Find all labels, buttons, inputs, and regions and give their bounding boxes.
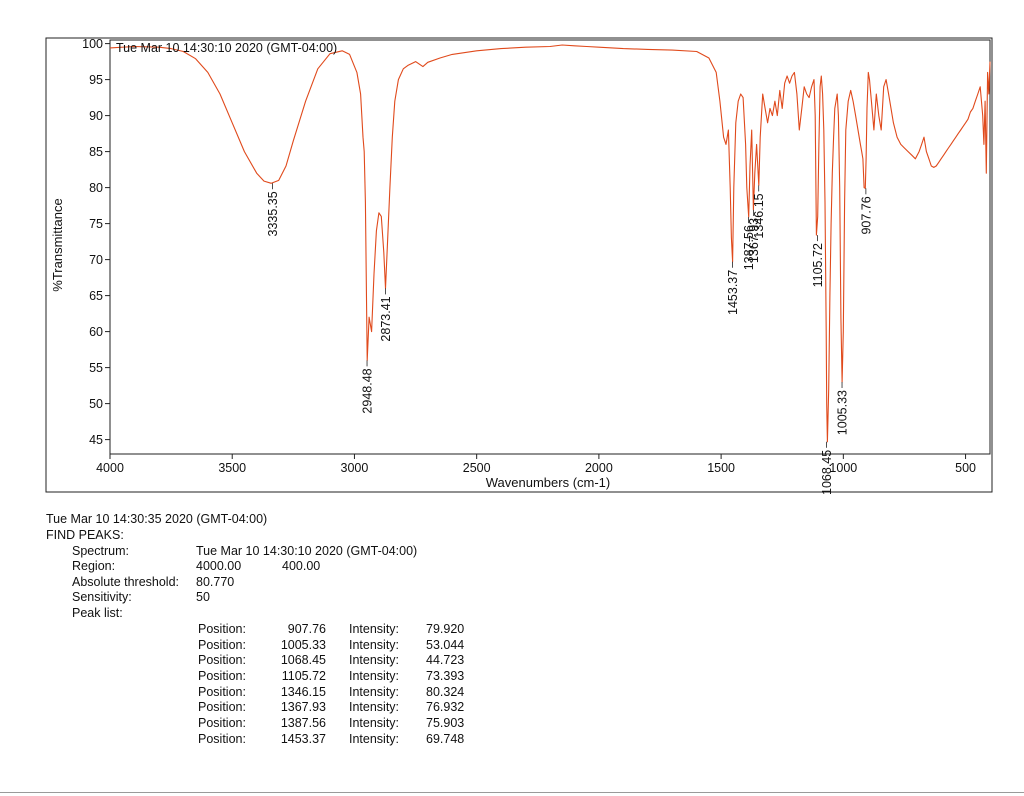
peak-row: Position: 1346.15 Intensity: 80.324 — [198, 685, 498, 701]
peak-annotations: 3335.35 2948.48 2873.41 1453.371387.561367.… — [266, 183, 873, 495]
peak-row: Position: 1453.37 Intensity: 69.748 — [198, 732, 498, 748]
intensity-label: Intensity: — [349, 637, 400, 652]
peak-position: 1387.56 — [280, 716, 326, 731]
x-tick-label: 2500 — [463, 461, 491, 475]
region-end: 400.00 — [282, 559, 321, 573]
peak-row: Position: 1387.56 Intensity: 75.903 — [198, 716, 498, 732]
x-tick-label: 3000 — [341, 461, 369, 475]
y-axis: 45 50 55 60 65 70 75 80 85 90 95 100 — [82, 37, 110, 447]
y-axis-label: %Transmittance — [50, 198, 65, 291]
spectrum-line — [109, 44, 991, 443]
position-label: Position: — [198, 731, 246, 746]
peak-intensity: 76.932 — [426, 700, 465, 715]
peak-position: 907.76 — [287, 622, 326, 636]
ir-spectrum-chart: 45 50 55 60 65 70 75 80 85 90 95 100 4000 3500 3000 25… — [45, 37, 993, 495]
threshold-value: 80.770 — [196, 575, 235, 589]
threshold-label: Absolute threshold: — [72, 575, 180, 589]
peak-row: Position: 1105.72 Intensity: 73.393 — [198, 669, 498, 685]
peak-intensity: 53.044 — [426, 637, 465, 652]
report-timestamp: Tue Mar 10 14:30:35 2020 (GMT-04:00) — [46, 512, 268, 526]
series-layer — [109, 44, 991, 443]
intensity-label: Intensity: — [349, 700, 400, 715]
position-label: Position: — [198, 684, 246, 699]
peak-position: 1367.93 — [280, 700, 326, 715]
y-tick-label: 55 — [89, 361, 103, 375]
peak-intensity: 69.748 — [426, 731, 465, 746]
y-tick-label: 75 — [89, 217, 103, 231]
peak-position: 1346.15 — [280, 684, 326, 699]
x-tick-label: 1500 — [707, 461, 735, 475]
position-label: Position: — [198, 637, 246, 652]
peak-position: 1068.45 — [280, 653, 326, 668]
spectrum-value: Tue Mar 10 14:30:10 2020 (GMT-04:00) — [196, 544, 418, 558]
x-tick-label: 4000 — [96, 461, 124, 475]
peak-row: Position: 1068.45 Intensity: 44.723 — [198, 653, 498, 669]
y-tick-label: 90 — [89, 109, 103, 123]
y-tick-label: 85 — [89, 145, 103, 159]
chart-title: Tue Mar 10 14:30:10 2020 (GMT-04:00) — [116, 41, 337, 55]
sensitivity-label: Sensitivity: — [72, 590, 132, 604]
y-tick-label: 60 — [89, 325, 103, 339]
intensity-label: Intensity: — [349, 716, 400, 731]
x-tick-label: 500 — [955, 461, 976, 475]
position-label: Position: — [198, 653, 246, 668]
plot-area — [109, 39, 991, 455]
peak-row: Position: 1005.33 Intensity: 53.044 — [198, 638, 498, 654]
peak-intensity: 44.723 — [426, 653, 465, 668]
intensity-label: Intensity: — [349, 622, 400, 636]
peak-position: 1105.72 — [281, 669, 326, 684]
y-tick-label: 100 — [82, 37, 103, 51]
y-tick-label: 95 — [89, 73, 103, 87]
spectrum-label: Spectrum: — [72, 544, 129, 558]
intensity-label: Intensity: — [349, 684, 400, 699]
x-axis: 4000 3500 3000 2500 2000 1500 1000 500 — [96, 454, 976, 475]
peak-label: 1346.15 — [752, 193, 766, 238]
peak-position: 1005.33 — [280, 637, 326, 652]
peak-position: 1453.37 — [280, 731, 326, 746]
y-tick-label: 70 — [89, 253, 103, 267]
intensity-label: Intensity: — [349, 653, 400, 668]
chart-frame — [45, 37, 993, 493]
peak-label: 1068.45 — [820, 450, 834, 495]
peak-label: 1453.37 — [726, 270, 740, 315]
y-tick-label: 65 — [89, 289, 103, 303]
peak-label: 3335.35 — [266, 191, 280, 236]
intensity-label: Intensity: — [349, 731, 400, 746]
position-label: Position: — [198, 700, 246, 715]
peak-intensity: 75.903 — [426, 716, 465, 731]
report-heading: FIND PEAKS: — [46, 528, 124, 542]
peak-table: Position: 907.76 Intensity: 79.920 Posit… — [198, 622, 498, 748]
peak-row: Position: 1367.93 Intensity: 76.932 — [198, 700, 498, 716]
page-bottom-rule — [0, 792, 1024, 793]
peak-label: 907.76 — [859, 196, 873, 234]
position-label: Position: — [198, 669, 246, 684]
y-tick-label: 80 — [89, 181, 103, 195]
peak-label: 2873.41 — [379, 296, 393, 341]
peak-label: 1105.72 — [811, 243, 825, 287]
region-label: Region: — [72, 559, 116, 573]
peak-intensity: 73.393 — [426, 669, 465, 684]
intensity-label: Intensity: — [349, 669, 400, 684]
x-tick-label: 1000 — [829, 461, 857, 475]
peak-intensity: 80.324 — [426, 684, 465, 699]
peak-list-label: Peak list: — [72, 606, 123, 620]
y-tick-label: 45 — [89, 433, 103, 447]
position-label: Position: — [198, 622, 246, 636]
x-tick-label: 3500 — [218, 461, 246, 475]
position-label: Position: — [198, 716, 246, 731]
peak-label: 1387.56 — [742, 225, 756, 270]
peak-label: 1005.33 — [836, 390, 850, 435]
peak-row: Position: 907.76 Intensity: 79.920 — [198, 622, 498, 638]
x-axis-label: Wavenumbers (cm-1) — [486, 475, 610, 490]
y-tick-label: 50 — [89, 397, 103, 411]
peak-label: 1367.93 — [747, 218, 761, 263]
region-start: 4000.00 — [196, 559, 242, 573]
peak-intensity: 79.920 — [426, 622, 465, 636]
sensitivity-value: 50 — [196, 590, 210, 604]
x-tick-label: 2000 — [585, 461, 613, 475]
peak-label: 2948.48 — [361, 368, 375, 413]
